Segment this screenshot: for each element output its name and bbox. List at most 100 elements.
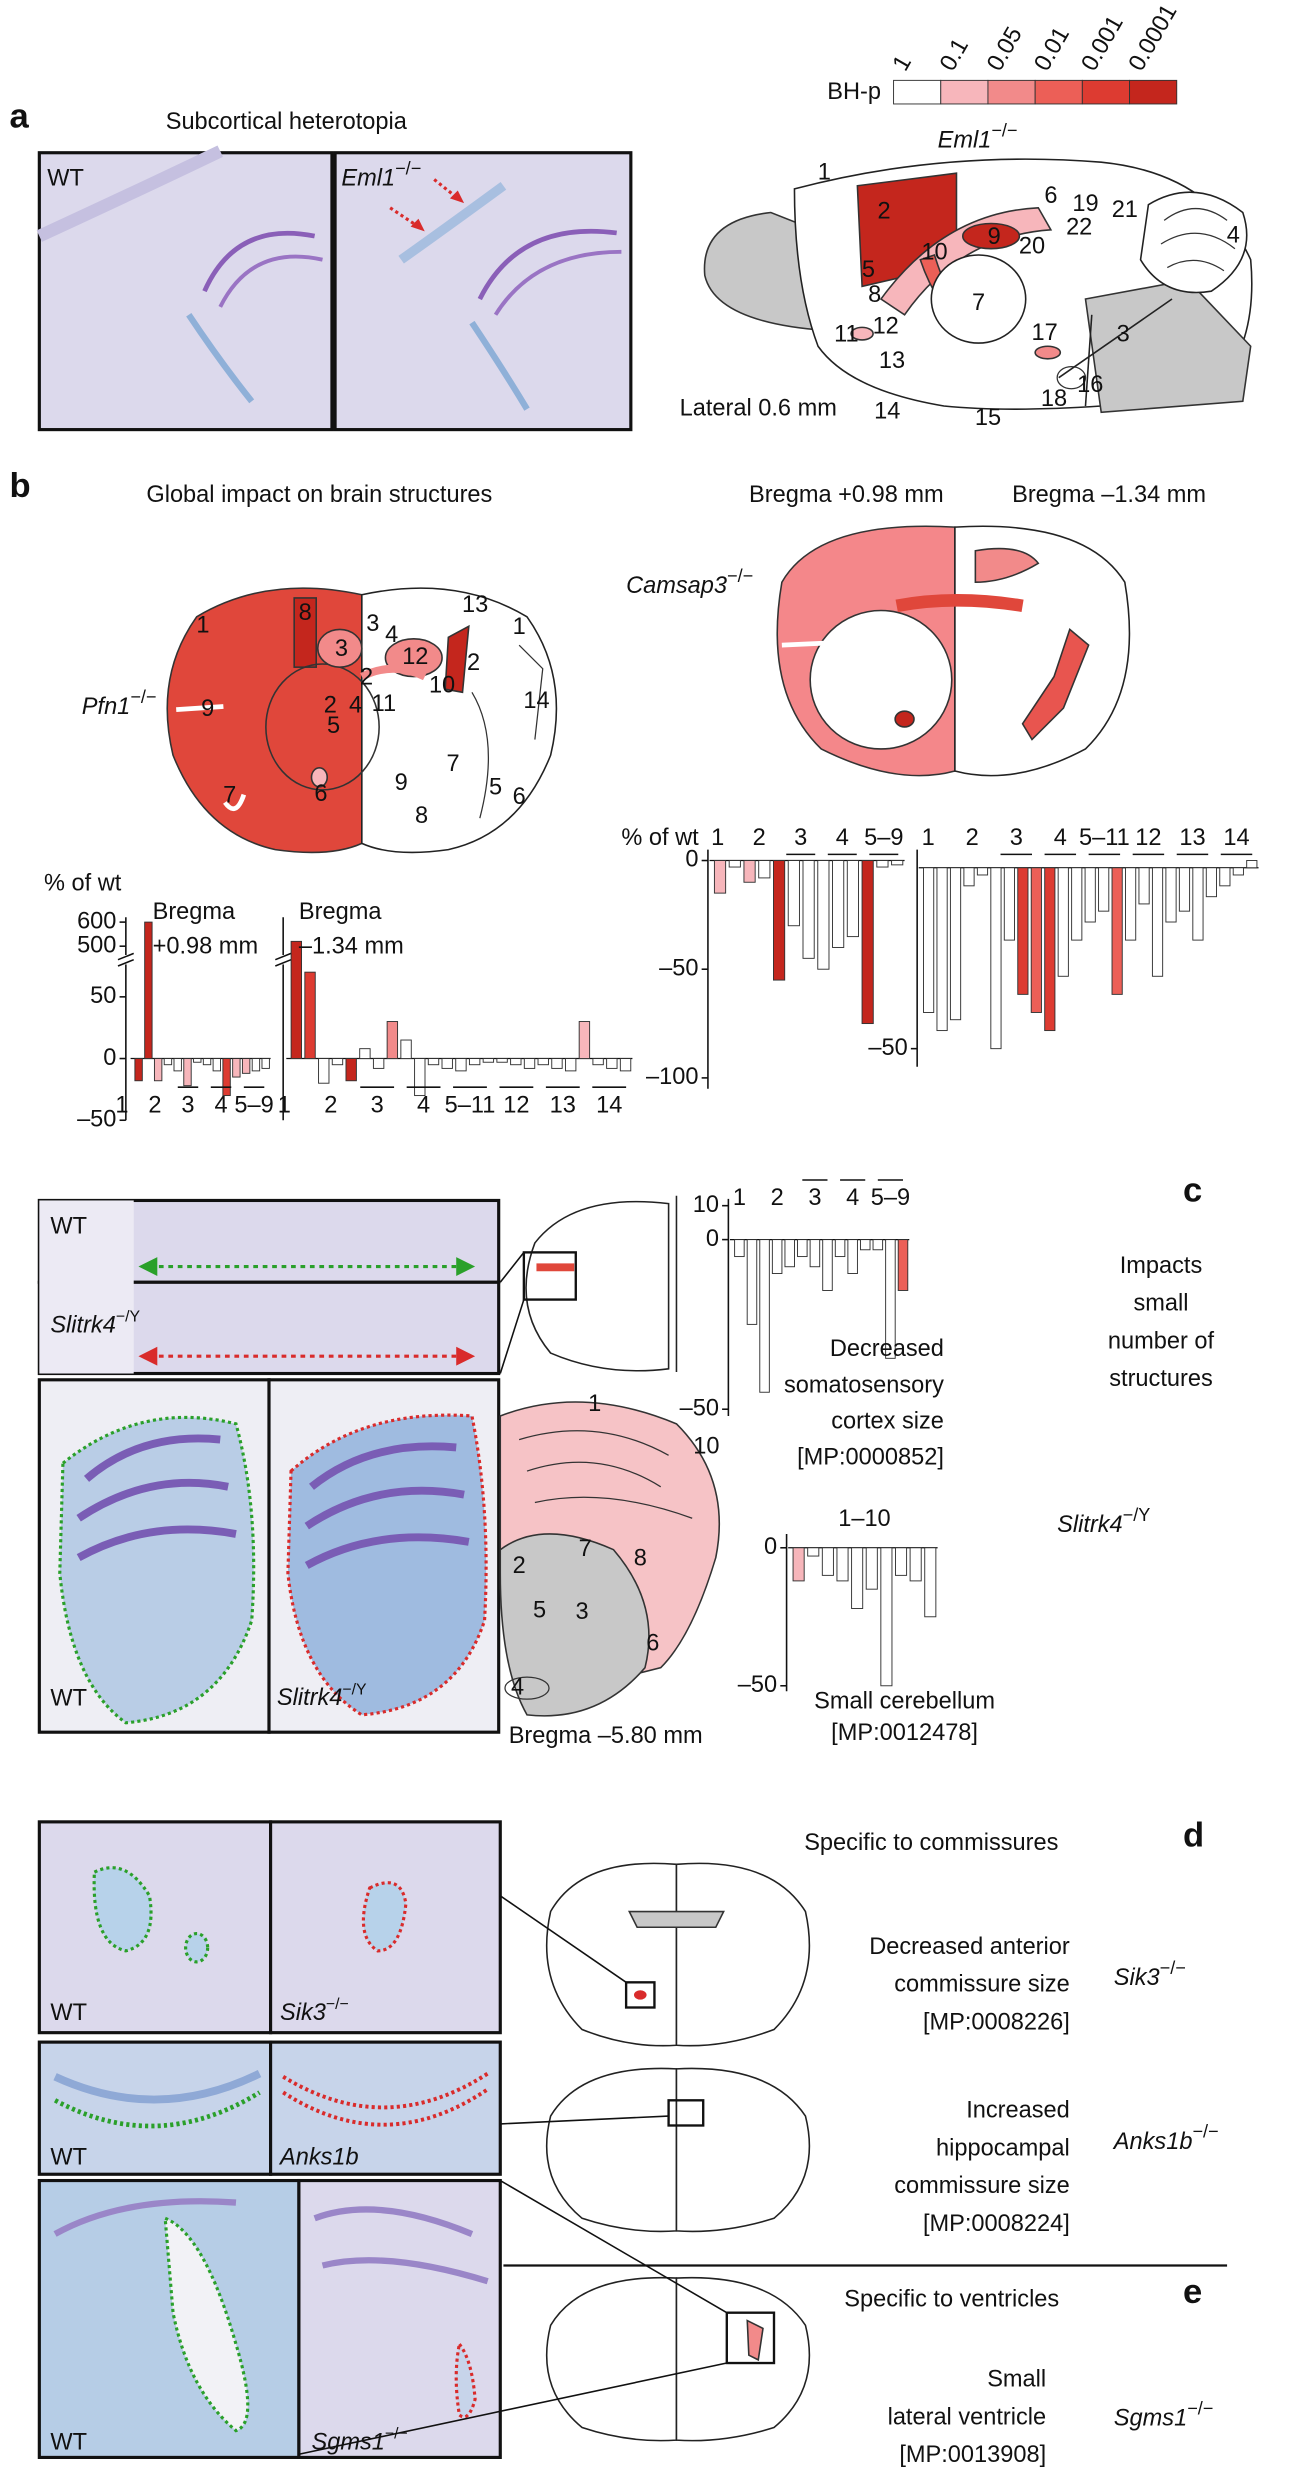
group-label: 1 bbox=[922, 824, 935, 850]
bar bbox=[1057, 867, 1069, 977]
bar bbox=[792, 1547, 805, 1582]
region-label: 6 bbox=[646, 1629, 659, 1655]
zoom-box bbox=[522, 1251, 577, 1301]
y-tick-label: 0 bbox=[685, 846, 698, 872]
y-tick-label: 0 bbox=[103, 1044, 116, 1070]
bar bbox=[482, 1058, 495, 1063]
bar bbox=[372, 1058, 385, 1069]
summary: structures bbox=[1109, 1365, 1213, 1391]
bar bbox=[606, 1058, 618, 1069]
axis-break bbox=[117, 954, 134, 965]
section-label: Bregma –5.80 mm bbox=[509, 1722, 703, 1748]
genotype-label: WT bbox=[50, 1999, 87, 2025]
zoom-line bbox=[499, 1895, 627, 1983]
group-label: 2 bbox=[148, 1091, 161, 1117]
heterotopia bbox=[398, 181, 507, 264]
phenotype: [MP:0013908] bbox=[899, 2441, 1046, 2467]
hemisphere-right bbox=[954, 525, 1131, 777]
folia bbox=[76, 1434, 237, 1562]
colorbar-swatch bbox=[1034, 79, 1083, 105]
bar bbox=[872, 1239, 884, 1251]
bar bbox=[771, 1239, 783, 1274]
region-label: 5 bbox=[489, 774, 502, 800]
group-label: 14 bbox=[1223, 824, 1249, 850]
axis-break-mark bbox=[117, 952, 135, 961]
colorbar-swatch bbox=[893, 79, 942, 105]
group-label: 1 bbox=[711, 824, 724, 850]
bar bbox=[891, 860, 904, 866]
bar bbox=[802, 860, 815, 959]
region-label: 3 bbox=[366, 610, 379, 636]
region-label: 5 bbox=[533, 1596, 546, 1622]
colorbar-tick: 0.05 bbox=[981, 22, 1026, 75]
bar bbox=[510, 1058, 522, 1066]
colorbar-swatch bbox=[987, 79, 1036, 105]
gene-label: Eml1−/− bbox=[938, 120, 1018, 153]
bar bbox=[619, 1058, 632, 1072]
arrowhead bbox=[456, 1257, 476, 1276]
commissure-wt bbox=[184, 1931, 210, 1964]
region-label: 19 bbox=[1072, 190, 1098, 216]
bar bbox=[578, 1021, 591, 1060]
bar bbox=[134, 1058, 143, 1082]
hippocampus bbox=[202, 230, 316, 293]
bar bbox=[232, 1058, 241, 1078]
phenotype: Decreased anterior bbox=[869, 1933, 1070, 1959]
group-label: 1 bbox=[278, 1091, 291, 1117]
panel-title: Subcortical heterotopia bbox=[166, 108, 408, 134]
genotype: −/− bbox=[385, 2426, 408, 2443]
panel-letter: c bbox=[1183, 1172, 1202, 1210]
hemisphere bbox=[545, 2276, 678, 2442]
region-label: 7 bbox=[972, 289, 985, 315]
genotype-label: WT bbox=[50, 2429, 87, 2455]
region-label: 2 bbox=[324, 692, 337, 718]
bar bbox=[924, 1547, 937, 1618]
commissure-wt bbox=[92, 1866, 153, 1953]
anterior-commissure bbox=[633, 1990, 647, 2000]
bar bbox=[1111, 867, 1123, 995]
y-tick-label: –50 bbox=[77, 1105, 116, 1131]
y-tick-label: –50 bbox=[680, 1394, 719, 1420]
genotype: −/− bbox=[395, 158, 421, 178]
cerebellum-wt bbox=[58, 1415, 256, 1725]
bar bbox=[1205, 867, 1217, 898]
bar bbox=[784, 1239, 795, 1268]
gene-name: Sgms1 bbox=[311, 2429, 384, 2455]
bar bbox=[1138, 867, 1150, 905]
y-tick-label: 0 bbox=[706, 1225, 719, 1251]
chart-title: Bregma bbox=[299, 898, 382, 924]
region-label: 1 bbox=[196, 611, 209, 637]
bar bbox=[290, 940, 303, 1060]
bar bbox=[885, 1239, 896, 1359]
region-label: 13 bbox=[462, 591, 488, 617]
bar bbox=[936, 867, 948, 1032]
phenotype: commissure size bbox=[894, 1971, 1070, 1997]
bar bbox=[1246, 860, 1258, 869]
bar bbox=[713, 860, 727, 894]
region-label: 2 bbox=[513, 1552, 526, 1578]
region-label: 8 bbox=[634, 1544, 647, 1570]
hemisphere bbox=[675, 2067, 811, 2233]
gene-label: Eml1−/− bbox=[341, 158, 421, 191]
panel-letter: d bbox=[1183, 1817, 1204, 1855]
bar bbox=[386, 1021, 399, 1060]
panel-d-images bbox=[37, 1820, 502, 2459]
group-label: 3 bbox=[794, 824, 807, 850]
region bbox=[974, 547, 1040, 583]
genotype-label: WT bbox=[50, 2144, 87, 2170]
bar bbox=[746, 1239, 758, 1325]
region-7 bbox=[930, 254, 1027, 344]
group-label: 3 bbox=[808, 1184, 821, 1210]
zoom-line bbox=[500, 2115, 669, 2125]
striatum bbox=[809, 609, 953, 750]
bar bbox=[728, 860, 741, 868]
bar bbox=[846, 860, 859, 938]
bar bbox=[1165, 867, 1177, 923]
phenotype: cortex size bbox=[831, 1408, 944, 1434]
bar bbox=[468, 1058, 481, 1066]
phenotype: [MP:0012478] bbox=[831, 1719, 978, 1745]
arrowhead bbox=[138, 1346, 158, 1366]
arrowhead bbox=[456, 1346, 476, 1366]
